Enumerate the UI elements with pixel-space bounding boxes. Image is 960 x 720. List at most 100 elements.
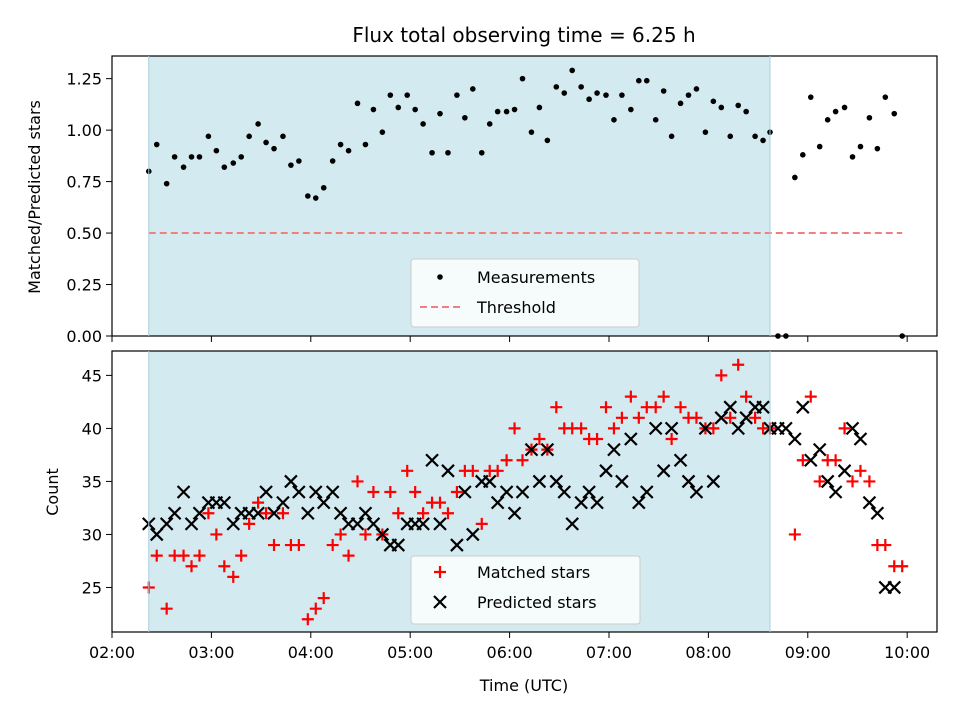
- predicted-star-point: [358, 506, 373, 521]
- matched-star-point: [401, 464, 414, 477]
- matched-star-point: [649, 401, 662, 414]
- top-y-axis-label: Matched/Predicted stars: [25, 100, 44, 294]
- measurement-point: [478, 149, 485, 156]
- predicted-star-point: [276, 495, 290, 510]
- predicted-star-point: [828, 485, 843, 499]
- measurement-point: [743, 108, 749, 115]
- measurement-point: [412, 106, 418, 113]
- y-tick-label: 0.00: [66, 327, 102, 346]
- matched-star-point: [417, 507, 430, 520]
- predicted-star-point: [615, 474, 629, 489]
- measurement-point: [511, 106, 518, 113]
- predicted-star-point: [176, 485, 191, 499]
- predicted-star-point: [706, 474, 721, 489]
- predicted-star-point: [788, 432, 802, 446]
- predicted-star-point: [739, 411, 753, 425]
- predicted-star-point: [853, 432, 868, 446]
- x-tick-label: 05:00: [387, 643, 433, 662]
- matched-star-point: [674, 401, 687, 414]
- matched-star-point: [863, 475, 876, 488]
- measurement-point: [668, 133, 675, 140]
- predicted-star-point: [325, 485, 340, 499]
- predicted-star-point: [466, 527, 480, 542]
- measurement-point: [379, 129, 386, 135]
- matched-star-point: [740, 390, 753, 403]
- matched-star-point: [150, 549, 163, 562]
- measurement-point: [404, 92, 411, 98]
- predicted-star-point: [159, 517, 174, 531]
- measurement-point: [370, 106, 377, 113]
- predicted-star-point: [167, 506, 182, 521]
- matched-star-point: [707, 422, 720, 435]
- matched-star-point: [846, 475, 859, 488]
- matched-star-point: [243, 517, 256, 530]
- predicted-star-point: [565, 517, 579, 531]
- predicted-star-point: [723, 400, 738, 414]
- measurement-point: [271, 145, 277, 152]
- predicted-star-point: [284, 474, 298, 489]
- predicted-star-point: [887, 580, 902, 595]
- legend-measurements-marker: [437, 274, 443, 280]
- measurement-point: [891, 110, 898, 117]
- measurement-point: [503, 108, 510, 115]
- matched-star-point: [896, 560, 909, 573]
- matched-star-point: [624, 390, 637, 403]
- measurement-point: [437, 110, 443, 117]
- predicted-star-point: [316, 495, 331, 510]
- y-tick-label: 30: [82, 525, 102, 544]
- predicted-star-point: [499, 485, 514, 499]
- measurement-point: [429, 149, 435, 156]
- matched-star-point: [796, 454, 809, 467]
- matched-star-point: [334, 528, 347, 541]
- predicted-star-point: [524, 442, 539, 457]
- predicted-star-point: [540, 442, 555, 457]
- measurement-point: [752, 133, 758, 140]
- measurement-point: [544, 137, 551, 144]
- measurement-point: [727, 133, 734, 140]
- predicted-star-point: [673, 453, 688, 467]
- predicted-star-point: [648, 421, 663, 436]
- measurement-point: [163, 180, 170, 187]
- matched-star-point: [450, 486, 463, 499]
- measurement-points: [145, 67, 906, 339]
- bottom-x-axis-label: Time (UTC): [479, 676, 568, 695]
- predicted-star-point: [301, 506, 315, 521]
- measurement-point: [153, 141, 160, 148]
- predicted-star-point: [490, 495, 505, 510]
- bottom-plot-frame: [111, 350, 938, 633]
- measurement-point: [760, 137, 766, 144]
- measurement-point: [454, 92, 460, 98]
- measurement-point: [420, 121, 426, 127]
- matched-star-point: [177, 549, 190, 562]
- matched-star-point: [317, 592, 330, 605]
- measurement-point: [578, 84, 584, 90]
- measurement-point: [594, 90, 600, 96]
- measurement-point: [553, 84, 560, 90]
- predicted-star-point: [226, 517, 241, 531]
- measurement-point: [569, 67, 576, 74]
- matched-star-point: [600, 401, 613, 414]
- matched-star-point: [409, 486, 422, 499]
- measurement-point: [816, 143, 823, 150]
- measurement-point: [561, 90, 568, 96]
- matched-star-point: [615, 411, 628, 424]
- bottom-legend-box: [410, 555, 641, 625]
- measurement-point: [660, 88, 667, 94]
- y-tick-label: 0.75: [66, 173, 102, 192]
- bottom-panel: 25 30 35 40 45 02:00 03:00 04:00 05:00 06:00 07:0…: [43, 350, 938, 695]
- measurement-point: [866, 114, 873, 121]
- top-legend-box: [410, 258, 640, 328]
- x-tick-label: 09:00: [785, 643, 831, 662]
- matched-star-point: [500, 454, 513, 467]
- predicted-star-point: [656, 464, 671, 478]
- measurement-point: [718, 104, 725, 111]
- matched-star-point: [252, 496, 265, 509]
- matched-star-point: [351, 475, 364, 488]
- matched-star-point: [829, 454, 842, 467]
- matched-star-point: [260, 507, 273, 520]
- matched-star-point: [516, 454, 529, 467]
- predicted-star-point: [458, 485, 472, 499]
- predicted-star-point: [366, 517, 381, 531]
- measurement-point: [677, 100, 684, 107]
- predicted-star-point: [416, 517, 430, 531]
